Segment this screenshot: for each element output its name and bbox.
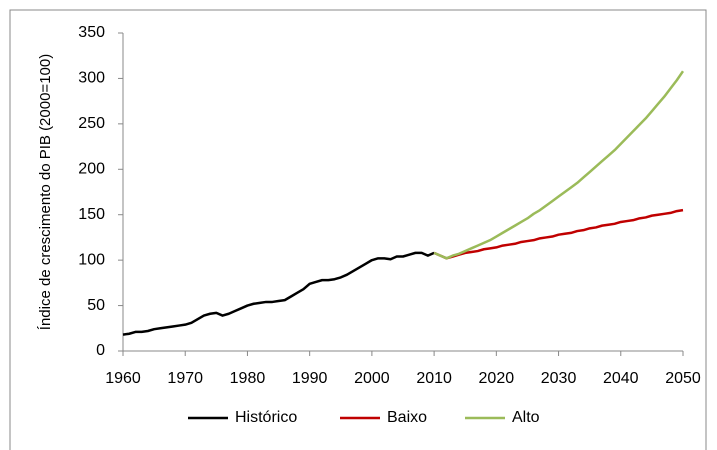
y-tick-label: 100 [78,251,105,268]
legend-label: Baixo [387,409,427,426]
y-tick-label: 250 [78,115,105,132]
y-tick-label: 150 [78,206,105,223]
x-tick-label: 1980 [230,370,266,387]
line-series [433,208,684,260]
y-tick-label: 0 [96,342,105,359]
x-tick-label: 2020 [479,370,515,387]
line-series [122,251,435,336]
x-tick-label: 2030 [541,370,577,387]
x-tick-label: 1970 [167,370,203,387]
x-tick-label: 1990 [292,370,328,387]
y-tick-label: 300 [78,70,105,87]
x-tick-label: 1960 [105,370,141,387]
y-axis-label: Índice de crescimento do PIB (2000=100) [37,54,54,330]
legend-label: Alto [512,409,540,426]
y-tick-label: 50 [87,297,105,314]
line-series [433,70,685,260]
y-tick-label: 350 [78,24,105,41]
x-tick-label: 2050 [665,370,701,387]
legend-label: Histórico [235,409,297,426]
frame [9,9,707,450]
y-tick-label: 200 [78,161,105,178]
x-tick-label: 2000 [354,370,390,387]
x-tick-label: 2040 [603,370,639,387]
x-tick-label: 2010 [416,370,452,387]
